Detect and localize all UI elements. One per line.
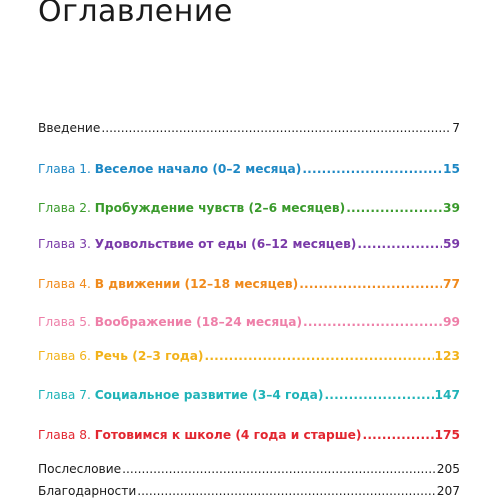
toc-entry-label: Глава 6. Речь (2–3 года) — [38, 348, 204, 364]
chapter-number: Глава 7. — [38, 388, 91, 402]
chapter-number: Глава 4. — [38, 277, 91, 291]
dot-leader: ........................................… — [204, 349, 434, 363]
toc-page-number: 7 — [452, 121, 460, 135]
dot-leader: ........................................… — [346, 201, 443, 215]
toc-page-number: 175 — [434, 428, 460, 442]
toc-page-number: 205 — [436, 462, 460, 476]
toc-entry-label: Глава 3. Удовольствие от еды (6–12 месяц… — [38, 236, 356, 252]
toc-entry-chapter-1[interactable]: Глава 1. Веселое начало (0–2 месяца) ...… — [38, 161, 460, 177]
toc-entry-label: Введение — [38, 121, 101, 135]
dot-leader: ........................................… — [357, 237, 442, 251]
chapter-title: Удовольствие от еды (6–12 месяцев) — [94, 237, 357, 251]
toc-page-number: 77 — [443, 277, 460, 291]
toc-page-number: 99 — [443, 315, 460, 329]
chapter-number: Глава 6. — [38, 349, 91, 363]
chapter-number: Глава 3. — [38, 237, 91, 251]
chapter-number: Глава 1. — [38, 162, 91, 176]
toc-entry-label: Глава 2. Пробуждение чувств (2–6 месяцев… — [38, 200, 345, 216]
chapter-title: Пробуждение чувств (2–6 месяцев) — [94, 201, 346, 215]
toc-entry-label: Глава 1. Веселое начало (0–2 месяца) — [38, 161, 301, 177]
page-title: Оглавление — [38, 0, 233, 29]
chapter-number: Глава 8. — [38, 428, 91, 442]
toc-entry-chapter-7[interactable]: Глава 7. Социальное развитие (3–4 года) … — [38, 387, 460, 403]
chapter-title: Социальное развитие (3–4 года) — [94, 388, 324, 402]
chapter-number: Глава 5. — [38, 315, 91, 329]
toc-entry-chapter-2[interactable]: Глава 2. Пробуждение чувств (2–6 месяцев… — [38, 200, 460, 216]
dot-leader: ........................................… — [362, 428, 434, 442]
dot-leader: ........................................… — [101, 121, 452, 135]
toc-page-number: 39 — [443, 201, 460, 215]
dot-leader: ........................................… — [302, 162, 443, 176]
toc-entry-acknowledgements[interactable]: Благодарности ..........................… — [38, 483, 460, 499]
chapter-number: Глава 2. — [38, 201, 91, 215]
toc-page-number: 207 — [436, 484, 460, 498]
toc-entry-chapter-6[interactable]: Глава 6. Речь (2–3 года) ...............… — [38, 348, 460, 364]
toc-entry-label: Благодарности — [38, 484, 137, 498]
toc-entry-afterword[interactable]: Послесловие ............................… — [38, 461, 460, 477]
chapter-title: Веселое начало (0–2 месяца) — [94, 162, 302, 176]
chapter-title: Речь (2–3 года) — [94, 349, 204, 363]
toc-page-number: 59 — [443, 237, 460, 251]
toc-entry-label: Глава 8. Готовимся к школе (4 года и ста… — [38, 427, 362, 443]
toc-entry-intro[interactable]: Введение ...............................… — [38, 120, 460, 136]
dot-leader: ........................................… — [303, 315, 442, 329]
toc-page-number: 123 — [434, 349, 460, 363]
chapter-title: В движении (12–18 месяцев) — [94, 277, 299, 291]
dot-leader: ........................................… — [122, 462, 436, 476]
dot-leader: ........................................… — [324, 388, 433, 402]
toc-page-number: 15 — [443, 162, 460, 176]
toc-entry-label: Глава 5. Воображение (18–24 месяца) — [38, 314, 302, 330]
chapter-title: Воображение (18–24 месяца) — [94, 315, 303, 329]
chapter-title: Готовимся к школе (4 года и старше) — [94, 428, 362, 442]
toc-entry-label: Послесловие — [38, 462, 122, 476]
toc-entry-chapter-3[interactable]: Глава 3. Удовольствие от еды (6–12 месяц… — [38, 236, 460, 252]
toc-entry-chapter-5[interactable]: Глава 5. Воображение (18–24 месяца) ....… — [38, 314, 460, 330]
toc-entry-label: Глава 7. Социальное развитие (3–4 года) — [38, 387, 323, 403]
dot-leader: ........................................… — [299, 277, 443, 291]
dot-leader: ........................................… — [137, 484, 436, 498]
toc-page-number: 147 — [434, 388, 460, 402]
toc-entry-chapter-8[interactable]: Глава 8. Готовимся к школе (4 года и ста… — [38, 427, 460, 443]
toc-entry-label: Глава 4. В движении (12–18 месяцев) — [38, 276, 298, 292]
toc-entry-chapter-4[interactable]: Глава 4. В движении (12–18 месяцев) ....… — [38, 276, 460, 292]
